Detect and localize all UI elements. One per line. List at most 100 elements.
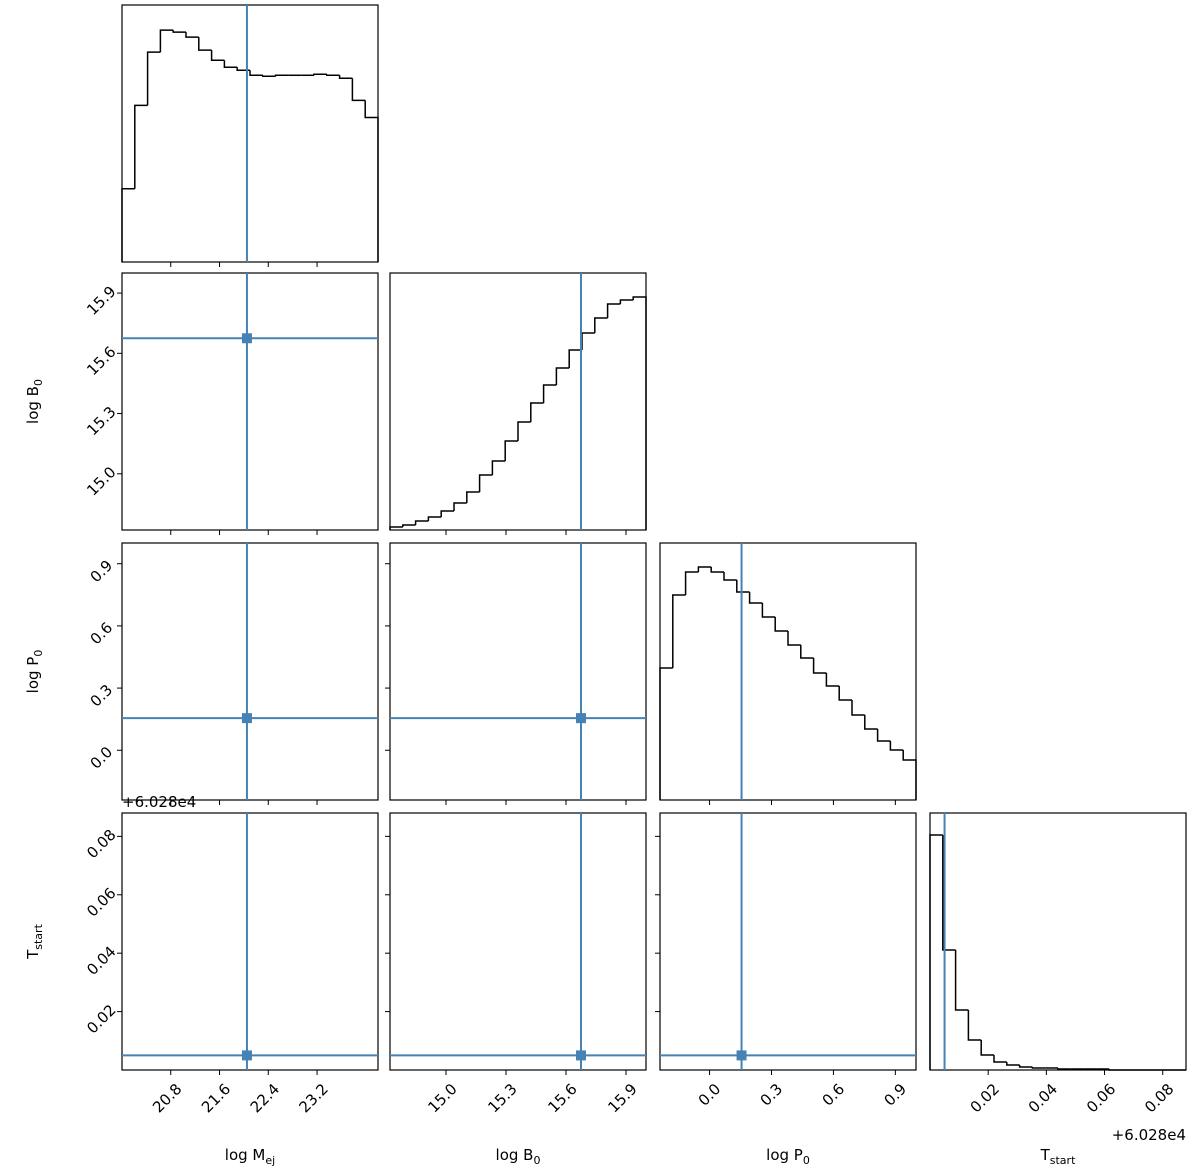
histogram-bin [326,74,340,77]
truth-marker [241,713,252,724]
y-tick-label: 0.6 [87,619,117,649]
histogram-bin [761,603,776,618]
x-tick-label: 15.0 [424,1080,460,1116]
histogram-bin [185,32,199,38]
x-axis-label: Tstart [1040,1146,1076,1167]
histogram-bin [876,729,891,742]
histogram-bin [1057,1068,1071,1070]
x-tick-label: 15.6 [544,1080,580,1116]
y-axis-label-main: log P [24,657,42,694]
histogram-bin [198,37,212,51]
panel-frame [929,812,1187,1071]
panel-frame [659,542,917,801]
x-axis-label-sub: 0 [533,1154,540,1167]
y-axis-label: log P0 [24,650,45,694]
x-tick-label: 0.0 [695,1080,725,1110]
x-tick-label: 0.08 [1141,1080,1177,1116]
x-axis-label: log Mej [225,1146,275,1167]
histogram-bin [440,510,454,517]
x-axis-label-sub: start [1050,1154,1076,1167]
histogram-bin [980,1040,994,1056]
histogram-bin [364,100,379,262]
histogram-bin [517,421,531,441]
histogram-bin [774,617,788,632]
x-axis-label-main: T [1040,1146,1051,1164]
y-tick-label: 0.3 [87,681,117,711]
y-axis-label: Tstart [24,923,45,959]
y-tick-label: 15.0 [83,463,119,499]
histogram-bin [851,700,865,716]
histogram-bin [993,1055,1007,1063]
panel-frame [659,812,917,1071]
histogram-bin [313,73,327,76]
histogram-bin [172,30,186,33]
histogram-bin [542,384,557,403]
offset-text: +6.028e4 [122,793,196,811]
truth-marker [241,333,252,344]
histogram-bin [659,667,673,800]
histogram-bin [555,367,570,385]
histogram-bin [812,658,827,674]
y-tick-label: 0.9 [87,556,117,586]
histogram-bin [146,51,161,106]
x-axis-label-main: log M [225,1146,266,1164]
y-tick-label: 0.0 [87,743,117,773]
x-tick-label: 0.9 [881,1080,911,1110]
histogram-bin [338,75,353,80]
histogram-bin [159,29,174,53]
histogram-bin [121,187,135,262]
histogram-bin [402,524,416,527]
y-axis-label-sub: 0 [32,650,45,657]
histogram-bin [954,950,969,1011]
histogram-bin [466,491,480,503]
histogram-bin [736,580,750,593]
x-axis-label-main: log P [766,1146,803,1164]
x-axis-label-main: log B [496,1146,534,1164]
y-tick-label: 0.08 [83,826,119,862]
panel-frame [121,542,379,801]
histogram-bin [414,520,429,525]
x-tick-label: 23.2 [295,1080,331,1116]
histogram-bin [134,104,148,189]
panel-frame [121,812,379,1071]
y-axis-label-sub: start [32,923,45,949]
x-tick-label: 0.6 [819,1080,849,1110]
histogram-bin [568,349,582,368]
x-tick-label: 0.06 [1083,1080,1119,1116]
histogram-bin [427,516,442,521]
histogram-bin [942,835,956,951]
histogram-bin [478,474,493,492]
x-axis-label: log P0 [766,1146,810,1167]
histogram-bin [838,686,852,701]
y-axis-label-main: log B [24,386,42,424]
truth-marker [576,1050,586,1061]
histogram-bin [889,741,904,751]
histogram-bin [236,67,250,72]
histogram-bin [594,317,608,333]
histogram-bin [274,74,289,77]
histogram-bin [929,834,943,1070]
x-tick-label: 22.4 [247,1080,283,1116]
histogram-bin [491,460,506,475]
x-tick-label: 0.3 [757,1080,787,1110]
panel-frame [121,4,379,263]
histogram-bin [632,296,647,530]
histogram-bin [902,750,917,800]
histogram-bin [723,572,737,581]
histogram-bin [967,1010,982,1041]
y-tick-label: 0.02 [83,1001,119,1037]
histogram-bin [389,526,403,530]
histogram-bin [787,631,801,646]
x-axis-label-sub: ej [265,1154,275,1167]
histogram-bin [684,571,699,595]
panel-frame [389,272,647,531]
histogram-bin [825,673,840,687]
y-tick-label: 15.9 [83,282,119,318]
histogram-bin [249,70,263,77]
x-tick-label: 0.02 [967,1080,1003,1116]
histogram-bin [453,502,467,511]
histogram-bin [262,75,276,78]
x-axis-label: log B0 [496,1146,541,1167]
histogram-bin [697,566,712,572]
